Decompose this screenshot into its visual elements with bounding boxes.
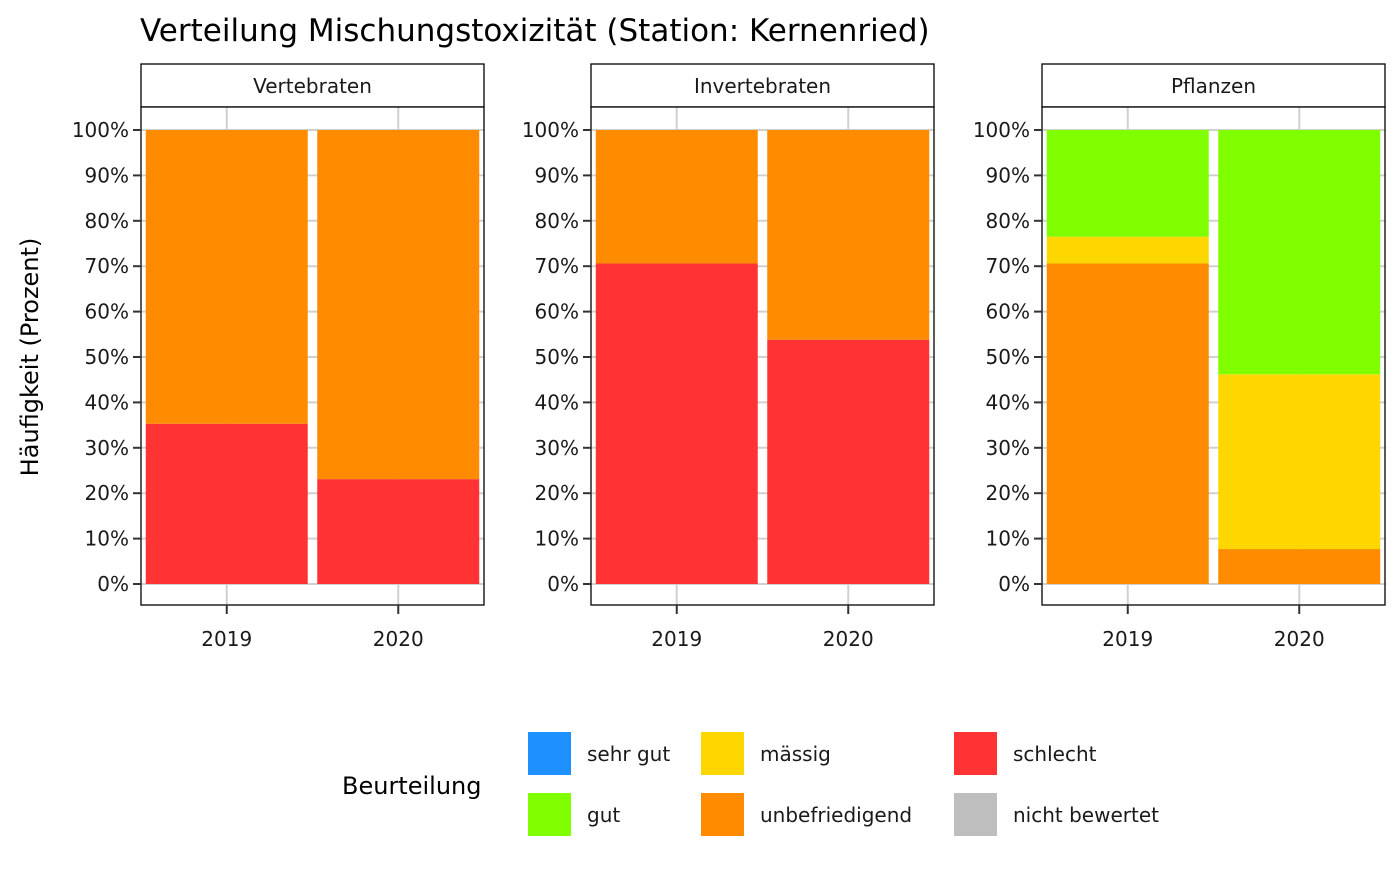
legend-key-sehr-gut xyxy=(528,732,571,775)
y-tick-label: 40% xyxy=(986,390,1030,414)
y-tick-label: 100% xyxy=(72,118,129,142)
bar-segment-vertebraten-2019-schlecht xyxy=(145,423,308,584)
y-tick-label: 70% xyxy=(535,254,579,278)
x-tick-label: 2020 xyxy=(373,627,424,651)
legend-key-gut xyxy=(528,793,571,836)
y-tick-label: 60% xyxy=(85,300,129,324)
facet-panel-pflanzen: Pflanzen 0% 10% 20% 30% 40% 50% 60% 70% 80% 90% 100… xyxy=(973,63,1386,651)
facet-panel-vertebraten: Vertebraten 0% 10% 20% 30% 40% 50% 60% 70% 80% 90%… xyxy=(72,63,485,651)
facet-strip-label: Vertebraten xyxy=(253,74,372,98)
y-tick-label: 50% xyxy=(85,345,129,369)
y-tick-label: 90% xyxy=(986,163,1030,187)
bar-segment-vertebraten-2020-unbefriedigend xyxy=(317,130,480,480)
legend-title: Beurteilung xyxy=(342,772,481,800)
facet-strip-label: Invertebraten xyxy=(694,74,831,98)
y-tick-label: 0% xyxy=(998,572,1030,596)
y-tick-label: 100% xyxy=(522,118,579,142)
y-tick-label: 30% xyxy=(85,436,129,460)
legend-label-nicht-bewertet: nicht bewertet xyxy=(1013,803,1159,827)
bar-segment-invertebraten-2020-schlecht xyxy=(767,339,930,584)
legend-key-unbefriedigend xyxy=(701,793,744,836)
y-tick-label: 90% xyxy=(85,163,129,187)
chart-title: Verteilung Mischungstoxizität (Station: … xyxy=(140,13,930,49)
y-tick-label: 20% xyxy=(85,481,129,505)
legend-key-schlecht xyxy=(954,732,997,775)
y-tick-label: 40% xyxy=(535,390,579,414)
bar-segment-vertebraten-2019-unbefriedigend xyxy=(145,130,308,424)
y-tick-label: 20% xyxy=(986,481,1030,505)
legend-label-sehr-gut: sehr gut xyxy=(587,742,670,766)
bar-segment-pflanzen-2019-gut xyxy=(1046,130,1209,237)
facet-strip xyxy=(140,63,485,108)
y-tick-label: 80% xyxy=(986,209,1030,233)
x-tick-label: 2019 xyxy=(651,627,702,651)
y-tick-label: 60% xyxy=(535,300,579,324)
bar-segment-pflanzen-2020-gut xyxy=(1218,130,1381,375)
y-tick-label: 50% xyxy=(535,345,579,369)
bar-segment-vertebraten-2020-schlecht xyxy=(317,479,480,584)
y-tick-label: 60% xyxy=(986,300,1030,324)
bar-segment-pflanzen-2019-mässig xyxy=(1046,236,1209,264)
x-tick-label: 2020 xyxy=(1274,627,1325,651)
y-tick-label: 80% xyxy=(85,209,129,233)
facet-panels: Vertebraten 0% 10% 20% 30% 40% 50% 60% 70% 80% 90%… xyxy=(72,63,1386,651)
y-tick-label: 30% xyxy=(535,436,579,460)
y-tick-label: 40% xyxy=(85,390,129,414)
y-tick-label: 70% xyxy=(85,254,129,278)
x-tick-label: 2019 xyxy=(1102,627,1153,651)
y-tick-label: 80% xyxy=(535,209,579,233)
legend: Beurteilung sehr gut gut mässig unbefriedig… xyxy=(342,732,1159,836)
bar-segment-invertebraten-2019-unbefriedigend xyxy=(595,130,758,264)
y-tick-label: 10% xyxy=(85,527,129,551)
bar-segment-invertebraten-2020-unbefriedigend xyxy=(767,130,930,340)
y-tick-label: 0% xyxy=(97,572,129,596)
y-axis-label: Häufigkeit (Prozent) xyxy=(16,238,44,477)
legend-label-schlecht: schlecht xyxy=(1013,742,1097,766)
y-tick-label: 100% xyxy=(973,118,1030,142)
y-tick-label: 20% xyxy=(535,481,579,505)
bar-segment-pflanzen-2020-mässig xyxy=(1218,374,1381,550)
legend-label-gut: gut xyxy=(587,803,620,827)
y-tick-label: 30% xyxy=(986,436,1030,460)
legend-label-mässig: mässig xyxy=(760,742,831,766)
y-tick-label: 10% xyxy=(986,527,1030,551)
legend-key-mässig xyxy=(701,732,744,775)
x-tick-label: 2020 xyxy=(823,627,874,651)
facet-panel-invertebraten: Invertebraten 0% 10% 20% 30% 40% 50% 60% 70% 80% 9… xyxy=(522,63,935,651)
y-tick-label: 90% xyxy=(535,163,579,187)
y-tick-label: 10% xyxy=(535,527,579,551)
facet-strip-label: Pflanzen xyxy=(1171,74,1256,98)
bar-segment-pflanzen-2020-unbefriedigend xyxy=(1218,549,1381,584)
facet-strip xyxy=(1041,63,1386,108)
x-tick-label: 2019 xyxy=(201,627,252,651)
y-tick-label: 50% xyxy=(986,345,1030,369)
y-tick-label: 0% xyxy=(547,572,579,596)
legend-label-unbefriedigend: unbefriedigend xyxy=(760,803,912,827)
bar-segment-pflanzen-2019-unbefriedigend xyxy=(1046,263,1209,584)
y-tick-label: 70% xyxy=(986,254,1030,278)
bar-segment-invertebraten-2019-schlecht xyxy=(595,263,758,584)
legend-key-nicht-bewertet xyxy=(954,793,997,836)
